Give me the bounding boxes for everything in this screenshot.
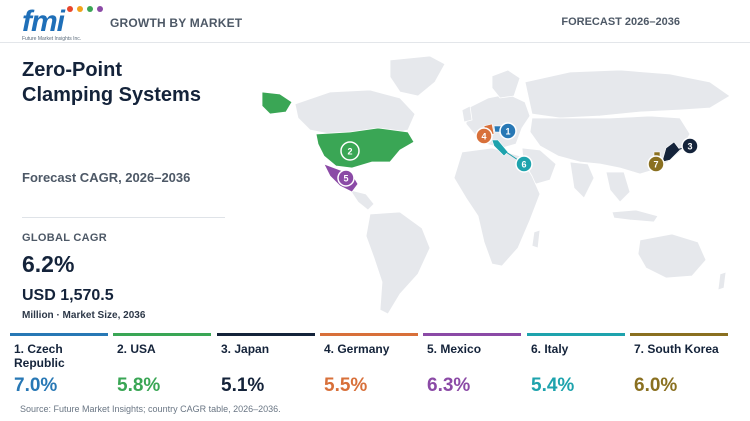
map-marker-3[interactable]: 3 [681, 137, 699, 155]
country-card-south-korea[interactable]: 7. South Korea 6.0% [630, 333, 728, 396]
card-cagr-value: 5.1% [221, 375, 265, 396]
title-line-1: Zero-Point [22, 59, 122, 81]
card-accent-bar [320, 333, 418, 336]
logo-dots-icon [67, 6, 103, 12]
australia-shape [637, 233, 707, 279]
logo-letters: fmi [22, 5, 65, 38]
indonesia-shape [611, 209, 659, 223]
country-card-japan[interactable]: 3. Japan 5.1% [217, 333, 315, 396]
card-country-label: 3. Japan [221, 342, 270, 356]
map-marker-3-label: 3 [687, 142, 692, 152]
card-accent-bar [10, 333, 108, 336]
scandinavia-shape [491, 69, 521, 99]
new-zealand-shape [717, 271, 727, 291]
country-card-usa[interactable]: 2. USA 5.8% [113, 333, 211, 396]
fmi-logo[interactable]: fmi Future Market Insights Inc. [22, 5, 103, 42]
header-right-label: FORECAST 2026–2036 [561, 16, 680, 28]
map-marker-7-label: 7 [653, 160, 658, 170]
usa-shape [261, 91, 415, 169]
map-marker-2-label: 2 [347, 147, 352, 157]
market-size-label: Million · Market Size, 2036 [22, 310, 146, 321]
map-marker-7[interactable]: 7 [647, 155, 665, 173]
card-accent-bar [527, 333, 625, 336]
global-cagr-label: GLOBAL CAGR [22, 232, 107, 244]
map-marker-4-label: 4 [481, 132, 486, 142]
map-marker-6-label: 6 [521, 160, 526, 170]
map-marker-2[interactable]: 2 [340, 141, 360, 161]
map-marker-6[interactable]: 6 [515, 155, 533, 173]
india-shape [569, 161, 595, 199]
country-card-czech-republic[interactable]: 1. Czech Republic 7.0% [10, 333, 108, 396]
greenland-shape [389, 55, 446, 97]
south-america-shape [365, 211, 431, 315]
madagascar-shape [531, 229, 541, 249]
map-marker-1[interactable]: 1 [499, 122, 517, 140]
map-marker-5[interactable]: 5 [337, 169, 355, 187]
card-accent-bar [113, 333, 211, 336]
global-cagr-value: 6.2% [22, 251, 75, 277]
card-accent-bar [630, 333, 728, 336]
card-cagr-value: 7.0% [14, 375, 58, 396]
divider [22, 217, 225, 218]
card-country-label: 4. Germany [324, 342, 390, 356]
map-marker-4[interactable]: 4 [475, 127, 493, 145]
country-card-italy[interactable]: 6. Italy 5.4% [527, 333, 625, 396]
header-left-label: GROWTH BY MARKET [110, 16, 243, 30]
country-card-mexico[interactable]: 5. Mexico 6.3% [423, 333, 521, 396]
title-line-2: Clamping Systems [22, 84, 201, 106]
logo-tagline: Future Market Insights Inc. [22, 36, 82, 42]
card-country-label: 2. USA [117, 342, 156, 356]
market-size-value: USD 1,570.5 [22, 287, 114, 304]
russia-shape [524, 69, 731, 119]
card-accent-bar [423, 333, 521, 336]
canada-shape [294, 89, 416, 135]
card-cagr-value: 5.8% [117, 375, 161, 396]
world-map: 1 2 3 4 5 6 7 [261, 55, 731, 315]
page-title: Zero-Point Clamping Systems [22, 58, 242, 108]
card-country-label: 6. Italy [531, 342, 569, 356]
country-cards: 1. Czech Republic 7.0% 2. USA 5.8% 3. Ja… [10, 333, 750, 396]
card-country-label: 5. Mexico [427, 342, 482, 356]
uk-shape [461, 105, 473, 123]
card-country-label: 1. Czech Republic [14, 342, 65, 370]
card-accent-bar [217, 333, 315, 336]
forecast-label: Forecast CAGR, 2026–2036 [22, 170, 191, 185]
central-america-shape [349, 189, 375, 211]
card-country-label: 7. South Korea [634, 342, 719, 356]
map-marker-1-label: 1 [505, 127, 510, 137]
map-marker-5-label: 5 [343, 174, 348, 184]
southeast-asia-shape [605, 171, 631, 203]
header: fmi Future Market Insights Inc. GROWTH B… [0, 0, 750, 43]
source-note: Source: Future Market Insights; country … [20, 404, 281, 414]
card-cagr-value: 5.4% [531, 375, 575, 396]
card-cagr-value: 5.5% [324, 375, 368, 396]
card-cagr-value: 6.0% [634, 375, 678, 396]
card-cagr-value: 6.3% [427, 375, 471, 396]
country-card-germany[interactable]: 4. Germany 5.5% [320, 333, 418, 396]
